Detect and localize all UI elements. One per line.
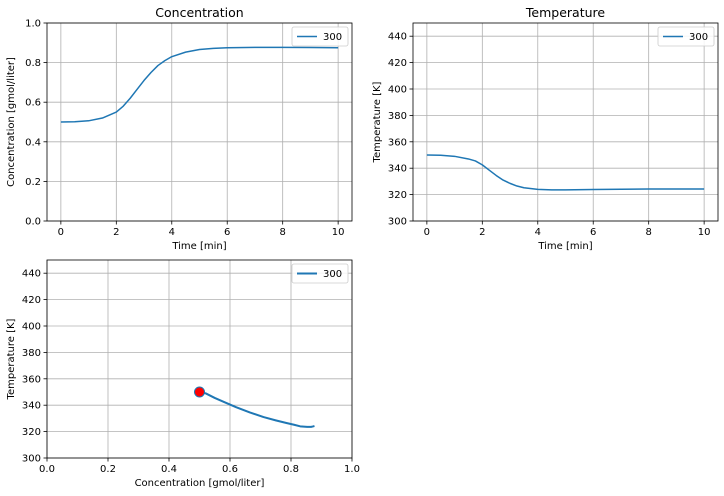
y-tick-label: 340 xyxy=(388,164,407,175)
x-tick-label: 10 xyxy=(332,227,345,238)
chart-concentration: 0 2 4 6 8 10 0.0 0.2 0.4 0.6 0.8 1.0 Time [min] Conce… xyxy=(6,5,353,252)
x-tick-label: 0.2 xyxy=(100,464,116,475)
chart-title: Concentration xyxy=(155,5,243,20)
y-tick-label: 0.6 xyxy=(25,98,41,109)
x-tick-label: 1.0 xyxy=(344,464,360,475)
y-tick-label: 300 xyxy=(388,217,407,228)
y-tick-label: 440 xyxy=(388,32,407,43)
legend-label: 300 xyxy=(689,32,708,43)
y-tick-label: 380 xyxy=(388,111,407,122)
y-tick-label: 0.2 xyxy=(25,177,41,188)
series-line-300 xyxy=(199,391,315,428)
x-tick-label: 2 xyxy=(113,227,119,238)
y-tick-label: 320 xyxy=(388,190,407,201)
y-tick-label: 0.0 xyxy=(25,217,41,228)
x-tick-label: 0.0 xyxy=(39,464,55,475)
y-tick-label: 400 xyxy=(388,85,407,96)
y-tick-label: 300 xyxy=(22,454,41,465)
chart-title: Temperature xyxy=(525,5,605,20)
y-tick-label: 420 xyxy=(22,295,41,306)
y-tick-label: 360 xyxy=(388,137,407,148)
plot-frame xyxy=(412,22,719,222)
x-tick-label: 0.8 xyxy=(283,464,299,475)
y-tick-label: 420 xyxy=(388,58,407,69)
legend: 300 xyxy=(291,263,349,284)
plot-frame xyxy=(46,259,353,459)
x-tick-label: 10 xyxy=(698,227,711,238)
x-axis-label: Time [min] xyxy=(171,241,226,252)
y-tick-label: 380 xyxy=(22,348,41,359)
initial-point-marker xyxy=(194,386,205,398)
grid xyxy=(413,23,718,222)
x-tick-label: 0 xyxy=(424,227,430,238)
x-tick-label: 8 xyxy=(279,227,285,238)
x-tick-label: 8 xyxy=(645,227,651,238)
grid xyxy=(46,260,353,459)
y-axis-label: Temperature [K] xyxy=(372,81,383,163)
y-axis-label: Concentration [gmol/liter] xyxy=(6,57,17,187)
y-tick-label: 1.0 xyxy=(25,19,41,30)
chart-temperature: 0 2 4 6 8 10 300 320 340 360 380 400 420 440 Time [min… xyxy=(372,5,719,252)
x-tick-label: 4 xyxy=(169,227,175,238)
x-tick-label: 0.6 xyxy=(222,464,238,475)
y-tick-label: 0.4 xyxy=(25,137,41,148)
legend: 300 xyxy=(657,26,715,47)
y-axis-label: Temperature [K] xyxy=(6,318,17,400)
legend-label: 300 xyxy=(323,269,342,280)
legend-label: 300 xyxy=(323,32,342,43)
grid xyxy=(47,22,352,222)
plot-frame xyxy=(46,22,353,222)
series-line-300 xyxy=(60,46,339,123)
x-tick-label: 6 xyxy=(590,227,596,238)
y-tick-label: 340 xyxy=(22,401,41,412)
legend: 300 xyxy=(291,26,349,47)
x-axis-label: Time [min] xyxy=(537,241,592,252)
y-tick-label: 0.8 xyxy=(25,58,41,69)
y-tick-label: 400 xyxy=(22,322,41,333)
y-tick-label: 320 xyxy=(22,427,41,438)
x-axis-label: Concentration [gmol/liter] xyxy=(135,478,265,489)
y-tick-label: 440 xyxy=(22,269,41,280)
x-tick-label: 0 xyxy=(58,227,64,238)
x-tick-label: 6 xyxy=(224,227,230,238)
legend-box xyxy=(291,263,349,284)
y-tick-label: 360 xyxy=(22,374,41,385)
x-tick-label: 2 xyxy=(479,227,485,238)
chart-phase: 0.0 0.2 0.4 0.6 0.8 1.0 300 320 340 360 380 400 420 4… xyxy=(6,259,360,489)
legend-box xyxy=(657,26,715,47)
x-tick-label: 4 xyxy=(535,227,541,238)
series-line-300 xyxy=(426,154,705,191)
x-tick-label: 0.4 xyxy=(161,464,177,475)
legend-box xyxy=(291,26,349,47)
